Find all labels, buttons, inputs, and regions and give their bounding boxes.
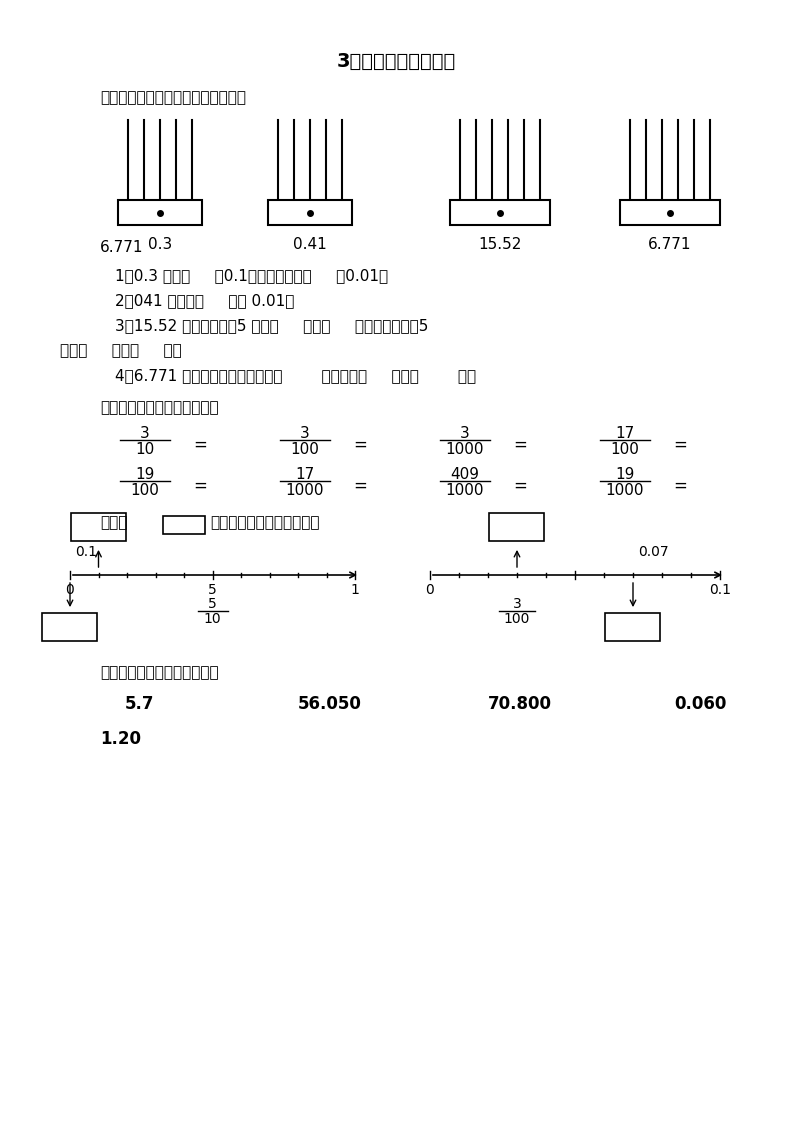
Bar: [42, 613, 97, 641]
Text: =: =: [513, 436, 527, 454]
Text: 0.1: 0.1: [709, 583, 731, 597]
Text: 0.41: 0.41: [293, 237, 327, 252]
Text: 10: 10: [136, 442, 155, 457]
Bar: [118, 200, 202, 226]
Bar: [163, 516, 205, 534]
Text: 0.060: 0.060: [674, 695, 726, 712]
Text: =: =: [353, 477, 367, 495]
Text: 0.3: 0.3: [147, 237, 172, 252]
Text: 1000: 1000: [285, 482, 324, 498]
Text: =: =: [193, 436, 207, 454]
Text: 19: 19: [615, 467, 634, 482]
Text: 19: 19: [136, 467, 155, 482]
Text: =: =: [513, 477, 527, 495]
Text: =: =: [193, 477, 207, 495]
Text: 100: 100: [131, 482, 159, 498]
Text: 100: 100: [504, 611, 531, 626]
Text: 5: 5: [208, 597, 216, 611]
Text: 56.050: 56.050: [298, 695, 362, 712]
Text: =: =: [673, 436, 687, 454]
Bar: [268, 200, 352, 226]
Text: 3: 3: [512, 597, 521, 611]
Text: =: =: [673, 477, 687, 495]
Text: 二、把下面的分数写成小数。: 二、把下面的分数写成小数。: [100, 401, 219, 415]
Text: 15.52: 15.52: [478, 237, 522, 252]
Text: 70.800: 70.800: [488, 695, 552, 712]
Text: 17: 17: [295, 467, 315, 482]
Text: 6.771: 6.771: [100, 240, 144, 255]
Text: 0: 0: [426, 583, 435, 597]
Text: 三、在: 三、在: [100, 515, 128, 530]
Text: =: =: [353, 436, 367, 454]
Bar: [620, 200, 720, 226]
Bar: [450, 200, 550, 226]
Bar: [605, 613, 660, 641]
Text: 409: 409: [450, 467, 480, 482]
Text: 100: 100: [290, 442, 320, 457]
Text: 100: 100: [611, 442, 639, 457]
Text: 1000: 1000: [446, 482, 485, 498]
Text: 3、15.52 中，个位上的5 表示（     ）个（     ）；十分位上的5: 3、15.52 中，个位上的5 表示（ ）个（ ）；十分位上的5: [115, 318, 428, 333]
Text: 5.7: 5.7: [125, 695, 155, 712]
Text: 3、小数的意义（三）: 3、小数的意义（三）: [336, 52, 456, 71]
Text: 1000: 1000: [446, 442, 485, 457]
Text: 1000: 1000: [606, 482, 644, 498]
Text: 3: 3: [140, 426, 150, 441]
Text: 1: 1: [351, 583, 359, 597]
Text: 表示（     ）个（     ）。: 表示（ ）个（ ）。: [60, 343, 182, 358]
Text: 10: 10: [204, 611, 221, 626]
Text: 6.771: 6.771: [648, 237, 691, 252]
Text: 3: 3: [300, 426, 310, 441]
Text: 0.07: 0.07: [638, 545, 668, 559]
Text: 四、找出相等的数，连一连。: 四、找出相等的数，连一连。: [100, 665, 219, 680]
Text: 5: 5: [208, 583, 216, 597]
Bar: [71, 513, 125, 541]
Text: 一、在计数器上画一画，再填一填。: 一、在计数器上画一画，再填一填。: [100, 90, 246, 105]
Bar: [489, 513, 544, 541]
Text: 2、041 里面有（     ）个 0.01。: 2、041 里面有（ ）个 0.01。: [115, 293, 294, 309]
Text: 17: 17: [615, 426, 634, 441]
Text: 0.1: 0.1: [75, 545, 97, 559]
Text: 0: 0: [66, 583, 75, 597]
Text: 4、6.771 中，千分位上的数字是（        ），表示（     ）个（        ）。: 4、6.771 中，千分位上的数字是（ ），表示（ ）个（ ）。: [115, 368, 476, 383]
Text: 里填上适当的分数或小数。: 里填上适当的分数或小数。: [210, 515, 320, 530]
Text: 1、0.3 表示（     ）0.1，还可以表示（     ）0.01。: 1、0.3 表示（ ）0.1，还可以表示（ ）0.01。: [115, 268, 388, 283]
Text: 1.20: 1.20: [100, 730, 141, 748]
Text: 3: 3: [460, 426, 470, 441]
